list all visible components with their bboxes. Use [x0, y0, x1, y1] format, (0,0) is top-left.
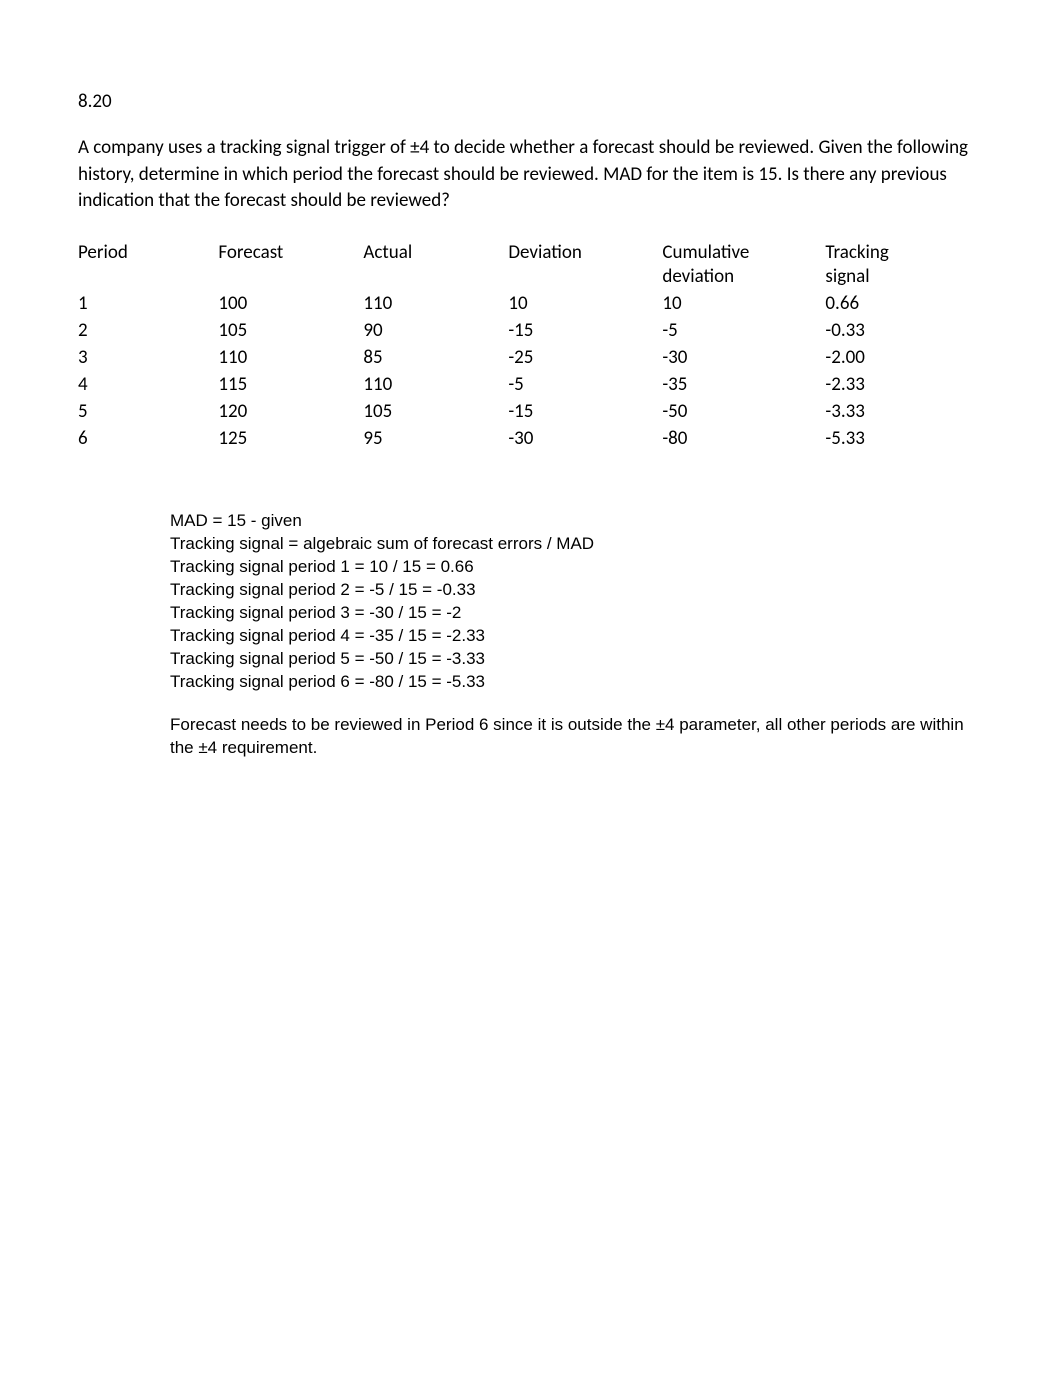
conclusion-paragraph: Forecast needs to be reviewed in Period …	[170, 714, 984, 760]
cell-cumulative: -30	[662, 344, 825, 371]
cell-forecast: 115	[218, 371, 363, 398]
col-header-tracking-line1: Tracking	[825, 241, 888, 264]
solution-line: Tracking signal period 5 = -50 / 15 = -3…	[170, 648, 984, 671]
col-header-forecast: Forecast	[218, 239, 363, 291]
cell-cumulative: -5	[662, 317, 825, 344]
solution-line: MAD = 15 - given	[170, 510, 984, 533]
cell-forecast: 110	[218, 344, 363, 371]
solution-line: Tracking signal period 4 = -35 / 15 = -2…	[170, 625, 984, 648]
cell-cumulative: -80	[662, 425, 825, 452]
col-header-actual: Actual	[363, 239, 508, 291]
cell-period: 5	[78, 398, 218, 425]
col-header-period: Period	[78, 239, 218, 291]
cell-period: 3	[78, 344, 218, 371]
cell-actual: 85	[363, 344, 508, 371]
cell-period: 4	[78, 371, 218, 398]
cell-cumulative: -35	[662, 371, 825, 398]
col-header-cumulative: Cumulative deviation	[662, 239, 825, 291]
cell-tracking: -2.33	[825, 371, 984, 398]
col-header-tracking: Tracking signal	[825, 239, 984, 291]
cell-deviation: -30	[508, 425, 662, 452]
data-table: Period Forecast Actual Deviation Cumulat…	[78, 239, 984, 453]
cell-actual: 105	[363, 398, 508, 425]
col-header-cumulative-line2: deviation	[662, 265, 734, 288]
cell-cumulative: 10	[662, 290, 825, 317]
solution-line: Tracking signal period 2 = -5 / 15 = -0.…	[170, 579, 984, 602]
cell-period: 1	[78, 290, 218, 317]
cell-deviation: -5	[508, 371, 662, 398]
cell-period: 2	[78, 317, 218, 344]
cell-forecast: 105	[218, 317, 363, 344]
solution-block: MAD = 15 - given Tracking signal = algeb…	[170, 510, 984, 694]
cell-forecast: 100	[218, 290, 363, 317]
cell-tracking: -3.33	[825, 398, 984, 425]
col-header-tracking-line2: signal	[825, 265, 869, 288]
cell-deviation: -25	[508, 344, 662, 371]
cell-tracking: -5.33	[825, 425, 984, 452]
col-header-deviation: Deviation	[508, 239, 662, 291]
cell-tracking: -0.33	[825, 317, 984, 344]
question-paragraph: A company uses a tracking signal trigger…	[78, 135, 984, 215]
table-row: 4 115 110 -5 -35 -2.33	[78, 371, 984, 398]
solution-line: Tracking signal period 3 = -30 / 15 = -2	[170, 602, 984, 625]
cell-actual: 110	[363, 371, 508, 398]
table-row: 2 105 90 -15 -5 -0.33	[78, 317, 984, 344]
cell-deviation: 10	[508, 290, 662, 317]
cell-tracking: 0.66	[825, 290, 984, 317]
cell-actual: 110	[363, 290, 508, 317]
solution-line: Tracking signal period 1 = 10 / 15 = 0.6…	[170, 556, 984, 579]
cell-deviation: -15	[508, 398, 662, 425]
cell-cumulative: -50	[662, 398, 825, 425]
cell-actual: 95	[363, 425, 508, 452]
table-header-row: Period Forecast Actual Deviation Cumulat…	[78, 239, 984, 291]
cell-forecast: 120	[218, 398, 363, 425]
cell-actual: 90	[363, 317, 508, 344]
section-number: 8.20	[78, 90, 984, 113]
solution-line: Tracking signal period 6 = -80 / 15 = -5…	[170, 671, 984, 694]
table-row: 6 125 95 -30 -80 -5.33	[78, 425, 984, 452]
col-header-cumulative-line1: Cumulative	[662, 241, 749, 264]
table-row: 1 100 110 10 10 0.66	[78, 290, 984, 317]
cell-deviation: -15	[508, 317, 662, 344]
table-row: 3 110 85 -25 -30 -2.00	[78, 344, 984, 371]
table-body: 1 100 110 10 10 0.66 2 105 90 -15 -5 -0.…	[78, 290, 984, 452]
cell-period: 6	[78, 425, 218, 452]
table-row: 5 120 105 -15 -50 -3.33	[78, 398, 984, 425]
solution-line: Tracking signal = algebraic sum of forec…	[170, 533, 984, 556]
cell-forecast: 125	[218, 425, 363, 452]
cell-tracking: -2.00	[825, 344, 984, 371]
